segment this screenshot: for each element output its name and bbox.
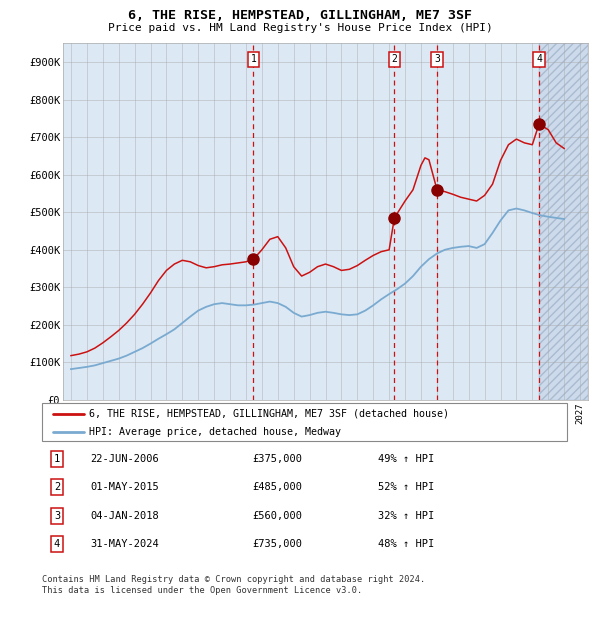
Text: 52% ↑ HPI: 52% ↑ HPI (378, 482, 434, 492)
Text: 04-JAN-2018: 04-JAN-2018 (90, 511, 159, 521)
Text: 6, THE RISE, HEMPSTEAD, GILLINGHAM, ME7 3SF (detached house): 6, THE RISE, HEMPSTEAD, GILLINGHAM, ME7 … (89, 409, 449, 419)
Text: 4: 4 (54, 539, 60, 549)
Text: 31-MAY-2024: 31-MAY-2024 (90, 539, 159, 549)
Text: 2: 2 (391, 55, 397, 64)
Text: 32% ↑ HPI: 32% ↑ HPI (378, 511, 434, 521)
Text: 48% ↑ HPI: 48% ↑ HPI (378, 539, 434, 549)
Text: 01-MAY-2015: 01-MAY-2015 (90, 482, 159, 492)
Text: HPI: Average price, detached house, Medway: HPI: Average price, detached house, Medw… (89, 427, 341, 437)
Text: 49% ↑ HPI: 49% ↑ HPI (378, 454, 434, 464)
Text: 22-JUN-2006: 22-JUN-2006 (90, 454, 159, 464)
Bar (539, 43, 588, 400)
Text: Contains HM Land Registry data © Crown copyright and database right 2024.
This d: Contains HM Land Registry data © Crown c… (42, 575, 425, 595)
Text: £735,000: £735,000 (252, 539, 302, 549)
Text: 4: 4 (536, 55, 542, 64)
Text: 3: 3 (54, 511, 60, 521)
Text: 6, THE RISE, HEMPSTEAD, GILLINGHAM, ME7 3SF: 6, THE RISE, HEMPSTEAD, GILLINGHAM, ME7 … (128, 9, 472, 22)
Text: £375,000: £375,000 (252, 454, 302, 464)
Text: 2: 2 (54, 482, 60, 492)
Text: £560,000: £560,000 (252, 511, 302, 521)
Text: £485,000: £485,000 (252, 482, 302, 492)
Text: Price paid vs. HM Land Registry's House Price Index (HPI): Price paid vs. HM Land Registry's House … (107, 23, 493, 33)
Text: 1: 1 (250, 55, 256, 64)
Text: 3: 3 (434, 55, 440, 64)
Text: 1: 1 (54, 454, 60, 464)
